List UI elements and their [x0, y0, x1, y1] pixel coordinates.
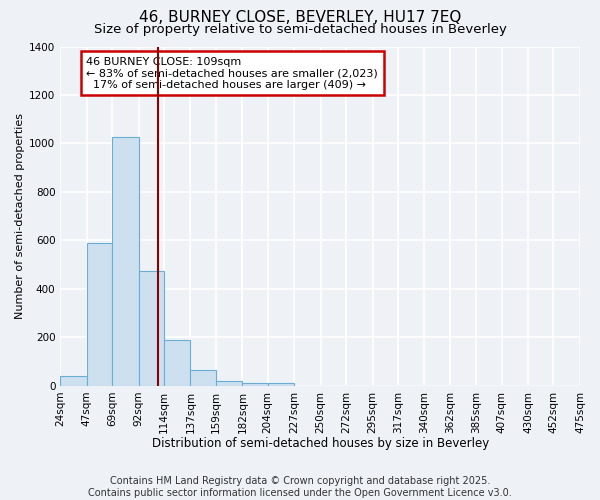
Bar [242, 384, 268, 386]
Bar [112, 138, 139, 386]
Bar [190, 370, 216, 386]
X-axis label: Distribution of semi-detached houses by size in Beverley: Distribution of semi-detached houses by … [152, 437, 489, 450]
Bar [87, 243, 112, 386]
Text: Size of property relative to semi-detached houses in Beverley: Size of property relative to semi-detach… [94, 22, 506, 36]
Bar [139, 270, 164, 386]
Bar [164, 340, 190, 386]
Text: 46, BURNEY CLOSE, BEVERLEY, HU17 7EQ: 46, BURNEY CLOSE, BEVERLEY, HU17 7EQ [139, 10, 461, 25]
Bar [216, 381, 242, 386]
Bar [60, 376, 87, 386]
Text: 46 BURNEY CLOSE: 109sqm
← 83% of semi-detached houses are smaller (2,023)
  17% : 46 BURNEY CLOSE: 109sqm ← 83% of semi-de… [86, 56, 378, 90]
Bar [268, 384, 294, 386]
Y-axis label: Number of semi-detached properties: Number of semi-detached properties [15, 113, 25, 319]
Text: Contains HM Land Registry data © Crown copyright and database right 2025.
Contai: Contains HM Land Registry data © Crown c… [88, 476, 512, 498]
